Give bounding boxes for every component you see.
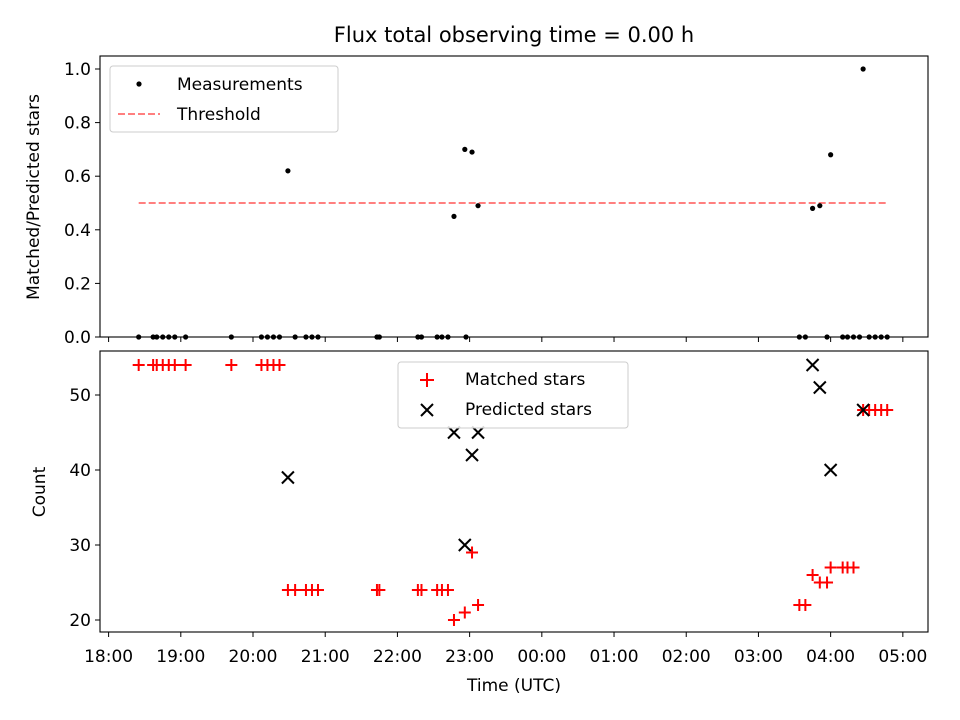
matched-star-point bbox=[441, 584, 454, 596]
x-tick-label: 18:00 bbox=[84, 647, 133, 667]
top-y-tick-label: 0.8 bbox=[64, 114, 91, 134]
x-axis-label: Time (UTC) bbox=[466, 676, 561, 696]
legend-predicted-label: Predicted stars bbox=[465, 400, 592, 420]
predicted-star-point bbox=[805, 358, 820, 372]
x-tick-label: 21:00 bbox=[301, 647, 350, 667]
matched-star-point bbox=[447, 614, 460, 626]
top-y-tick-label: 0.2 bbox=[64, 274, 91, 294]
predicted-star-point bbox=[458, 538, 472, 552]
legend-predicted-marker bbox=[420, 403, 434, 417]
bottom-y-tick-label: 30 bbox=[69, 536, 91, 556]
matched-star-point bbox=[415, 584, 428, 596]
matched-star-point bbox=[273, 359, 286, 371]
x-tick-label: 23:00 bbox=[445, 647, 494, 667]
measurement-point bbox=[462, 146, 468, 152]
bottom-axes-frame bbox=[99, 350, 929, 633]
predicted-star-point bbox=[465, 448, 479, 462]
x-tick-label: 01:00 bbox=[590, 647, 639, 667]
measurement-point bbox=[860, 66, 866, 72]
legend-matched-marker bbox=[420, 373, 434, 387]
matched-star-point bbox=[881, 404, 894, 416]
matched-star-point bbox=[132, 359, 145, 371]
top-y-tick-label: 0.0 bbox=[64, 328, 91, 348]
chart-title: Flux total observing time = 0.00 h bbox=[334, 23, 694, 47]
x-tick-label: 00:00 bbox=[517, 647, 566, 667]
top-panel: 0.0 0.2 0.4 0.6 0.8 1.0 Matched/Predicted sta… bbox=[24, 55, 929, 348]
measurement-point bbox=[469, 149, 475, 155]
bottom-legend: Matched stars Predicted stars bbox=[397, 361, 629, 429]
predicted-star-point bbox=[281, 470, 295, 485]
matched-star-point bbox=[179, 359, 192, 371]
measurement-point bbox=[828, 152, 834, 158]
matched-star-point bbox=[289, 584, 302, 596]
matched-star-point bbox=[824, 561, 837, 574]
predicted-star-point bbox=[856, 403, 870, 417]
x-tick-label: 19:00 bbox=[156, 647, 205, 667]
bottom-y-tick-label: 40 bbox=[69, 461, 91, 481]
top-axes-frame bbox=[99, 55, 929, 338]
bottom-y-tick-label: 50 bbox=[69, 386, 91, 406]
legend-measurements-marker bbox=[136, 81, 142, 87]
predicted-star-point bbox=[813, 380, 827, 395]
x-tick-label: 20:00 bbox=[229, 647, 278, 667]
measurement-point bbox=[475, 203, 481, 209]
matched-star-point bbox=[821, 576, 834, 589]
matched-star-point bbox=[373, 584, 386, 596]
measurement-point bbox=[817, 203, 823, 209]
top-x-ticks bbox=[108, 337, 904, 342]
top-y-axis-label: Matched/Predicted stars bbox=[24, 94, 44, 300]
matched-star-point bbox=[466, 546, 479, 559]
matched-star-point bbox=[472, 599, 485, 611]
matched-star-point bbox=[847, 561, 860, 574]
measurement-point bbox=[451, 213, 457, 219]
top-legend-box bbox=[109, 65, 339, 133]
bottom-y-axis-label: Count bbox=[30, 466, 50, 517]
measurement-point bbox=[285, 168, 291, 174]
bottom-y-ticks: 20 30 40 50 bbox=[69, 386, 100, 631]
bottom-y-tick-label: 20 bbox=[69, 611, 91, 631]
bottom-x-ticks: 18:00 19:00 20:00 21:00 22:00 23:00 00:00 01:00… bbox=[84, 632, 927, 667]
bottom-panel: 20 30 40 50 18:00 19:00 20:00 21:00 22:00 23:00 0… bbox=[30, 350, 929, 696]
matched-star-point bbox=[799, 599, 812, 611]
matched-star-point bbox=[168, 359, 181, 371]
top-y-tick-label: 0.6 bbox=[64, 167, 91, 187]
x-tick-label: 05:00 bbox=[878, 647, 927, 667]
x-tick-label: 22:00 bbox=[373, 647, 422, 667]
bottom-legend-box bbox=[397, 361, 629, 429]
matched-star-point bbox=[806, 569, 819, 581]
legend-matched-label: Matched stars bbox=[465, 370, 585, 390]
matched-star-point bbox=[311, 584, 324, 596]
measurement-point bbox=[809, 205, 816, 211]
x-tick-label: 02:00 bbox=[662, 647, 711, 667]
bottom-plot-marks bbox=[132, 358, 894, 626]
top-y-ticks: 0.0 0.2 0.4 0.6 0.8 1.0 bbox=[64, 60, 100, 348]
top-y-tick-label: 1.0 bbox=[64, 60, 91, 80]
matched-star-point bbox=[458, 606, 471, 619]
top-legend: Measurements Threshold bbox=[109, 65, 339, 133]
legend-threshold-label: Threshold bbox=[176, 105, 261, 125]
predicted-star-point bbox=[823, 463, 838, 477]
matched-star-point bbox=[225, 359, 238, 371]
x-tick-label: 03:00 bbox=[734, 647, 783, 667]
x-tick-label: 04:00 bbox=[806, 647, 855, 667]
top-y-tick-label: 0.4 bbox=[64, 221, 91, 241]
legend-measurements-label: Measurements bbox=[177, 75, 303, 95]
